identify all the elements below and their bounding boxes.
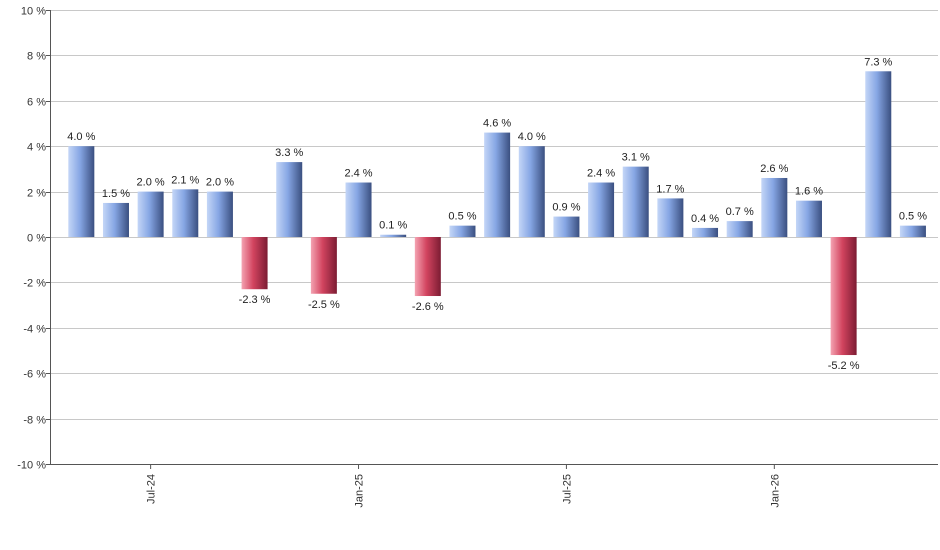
y-tick-label: -4 % <box>23 324 46 336</box>
bar <box>553 216 580 237</box>
bar <box>310 237 337 294</box>
bar <box>657 198 684 237</box>
bar <box>518 146 545 237</box>
data-label: 4.0 % <box>67 131 95 143</box>
bars <box>68 71 926 356</box>
data-label: 3.3 % <box>275 147 303 159</box>
data-label: -5.2 % <box>828 360 860 372</box>
x-axis-ticks: Jul-24 Jan-25 Jul-25 Jan-26 <box>146 464 781 508</box>
data-label: 0.5 % <box>448 211 476 223</box>
bar <box>622 166 649 237</box>
y-tick-label: 4 % <box>27 142 46 154</box>
data-label: 2.6 % <box>760 163 788 175</box>
bar <box>68 146 95 237</box>
data-label: 0.9 % <box>552 202 580 214</box>
bar <box>726 221 753 237</box>
data-label: 1.5 % <box>102 188 130 200</box>
y-tick-label: 0 % <box>27 233 46 245</box>
bar <box>102 202 129 237</box>
bar <box>830 237 857 356</box>
bar <box>172 189 199 237</box>
bar <box>761 177 788 237</box>
data-label: 0.7 % <box>726 206 754 218</box>
data-label: 0.1 % <box>379 220 407 232</box>
y-tick-label: 8 % <box>27 51 46 63</box>
data-label: -2.6 % <box>412 301 444 313</box>
data-label: 2.0 % <box>206 177 234 189</box>
bar <box>449 225 476 237</box>
bar <box>206 191 233 237</box>
bar <box>484 132 511 237</box>
data-label: -2.3 % <box>239 294 271 306</box>
data-label: -2.5 % <box>308 299 340 311</box>
bar <box>137 191 164 237</box>
data-label: 1.6 % <box>795 186 823 198</box>
bar <box>414 237 441 297</box>
data-label: 2.1 % <box>171 174 199 186</box>
x-tick-label: Jan-25 <box>354 474 366 508</box>
data-label: 0.5 % <box>899 211 927 223</box>
bar <box>865 71 892 237</box>
bar <box>899 225 926 237</box>
x-tick-label: Jul-24 <box>146 474 158 504</box>
data-label: 0.4 % <box>691 213 719 225</box>
bar <box>795 200 822 237</box>
data-label: 2.4 % <box>344 168 372 180</box>
x-tick-label: Jul-25 <box>561 474 573 504</box>
data-label: 4.6 % <box>483 118 511 130</box>
data-label: 4.0 % <box>518 131 546 143</box>
y-tick-label: 6 % <box>27 97 46 109</box>
bar <box>241 237 268 290</box>
bar <box>380 234 407 237</box>
y-tick-label: -6 % <box>23 369 46 381</box>
y-tick-label: -10 % <box>17 460 46 472</box>
y-tick-label: 10 % <box>21 6 46 18</box>
data-label: 1.7 % <box>656 183 684 195</box>
y-tick-label: 2 % <box>27 188 46 200</box>
y-tick-label: -2 % <box>23 278 46 290</box>
axes <box>50 10 938 465</box>
data-labels: 4.0 % 1.5 % 2.0 % 2.1 % 2.0 % -2.3 % 3.3 % -2.5… <box>67 56 927 372</box>
bar <box>345 182 372 237</box>
y-axis-ticks: -10 % -8 % -6 % -4 % -2 % 0 % 2 % 4 % 6 % 8 % 10 % <box>17 6 50 472</box>
bar <box>692 227 719 237</box>
bar <box>276 162 303 237</box>
data-label: 2.0 % <box>137 177 165 189</box>
data-label: 3.1 % <box>622 152 650 164</box>
y-tick-label: -8 % <box>23 415 46 427</box>
bar <box>588 182 615 237</box>
data-label: 2.4 % <box>587 168 615 180</box>
x-tick-label: Jan-26 <box>769 474 781 508</box>
data-label: 7.3 % <box>864 56 892 68</box>
